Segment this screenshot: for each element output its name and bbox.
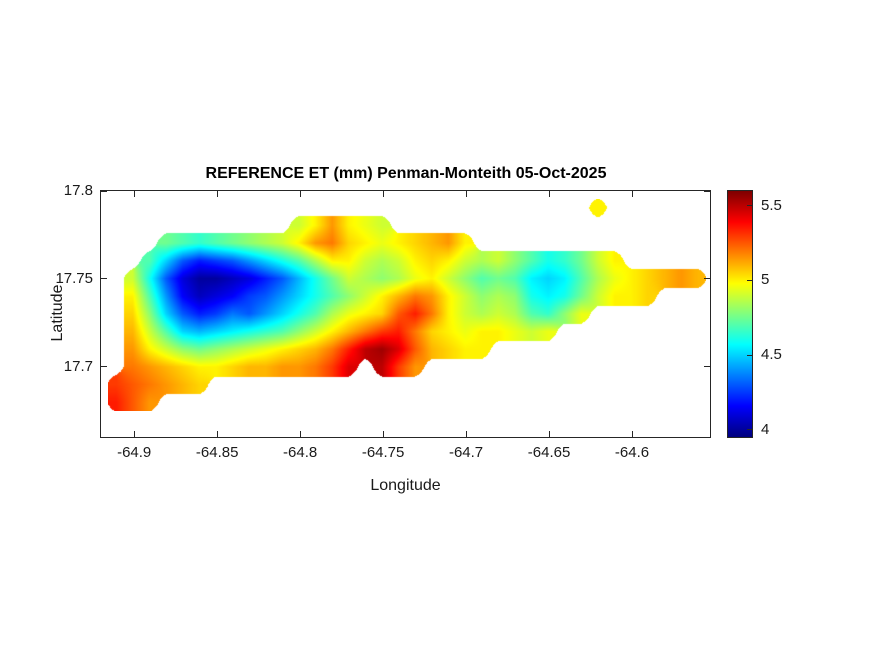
y-tick-mark [101, 278, 107, 280]
y-tick-label: 17.7 [63, 357, 93, 375]
y-tick-mark [704, 366, 710, 368]
x-tick-mark [548, 431, 550, 437]
axes-box [100, 190, 711, 438]
y-tick-mark [101, 190, 107, 192]
x-tick-mark [548, 191, 550, 197]
x-tick-mark [133, 191, 135, 197]
colorbar-tick-mark [747, 205, 752, 207]
x-tick-mark [216, 431, 218, 437]
x-tick-mark [465, 191, 467, 197]
x-tick-mark [631, 191, 633, 197]
x-tick-mark [382, 431, 384, 437]
x-tick-label: -64.75 [361, 444, 405, 461]
y-tick-label: 17.75 [55, 269, 93, 287]
colorbar-tick-label: 4.5 [761, 346, 782, 363]
y-axis-label: Latitude [49, 284, 66, 342]
x-tick-label: -64.85 [195, 444, 239, 461]
et-heatmap-canvas [108, 199, 706, 411]
x-tick-label: -64.7 [448, 444, 484, 461]
x-tick-mark [465, 431, 467, 437]
colorbar-tick-mark [747, 429, 752, 431]
x-tick-label: -64.9 [117, 444, 152, 461]
x-axis-label: Longitude [370, 477, 441, 494]
y-tick-label: 17.8 [63, 182, 93, 199]
x-tick-mark [631, 431, 633, 437]
x-tick-mark [382, 191, 384, 197]
colorbar-gradient-canvas [728, 191, 752, 437]
x-tick-label: -64.6 [614, 444, 650, 461]
x-tick-mark [299, 191, 301, 197]
y-tick-mark [101, 366, 107, 368]
x-tick-mark [299, 431, 301, 437]
x-tick-label: -64.8 [283, 444, 318, 461]
x-tick-mark [216, 191, 218, 197]
colorbar-tick-label: 4 [761, 420, 770, 438]
y-tick-mark [704, 190, 710, 192]
x-tick-mark [133, 431, 135, 437]
colorbar-tick-mark [747, 354, 752, 356]
colorbar-tick-label: 5 [761, 271, 770, 289]
colorbar-tick-label: 5.5 [761, 196, 782, 214]
colorbar [727, 190, 753, 438]
y-tick-mark [704, 278, 710, 280]
x-tick-label: -64.65 [527, 444, 571, 461]
plot-title: REFERENCE ET (mm) Penman-Monteith 05-Oct… [205, 165, 607, 182]
colorbar-tick-mark [747, 279, 752, 281]
